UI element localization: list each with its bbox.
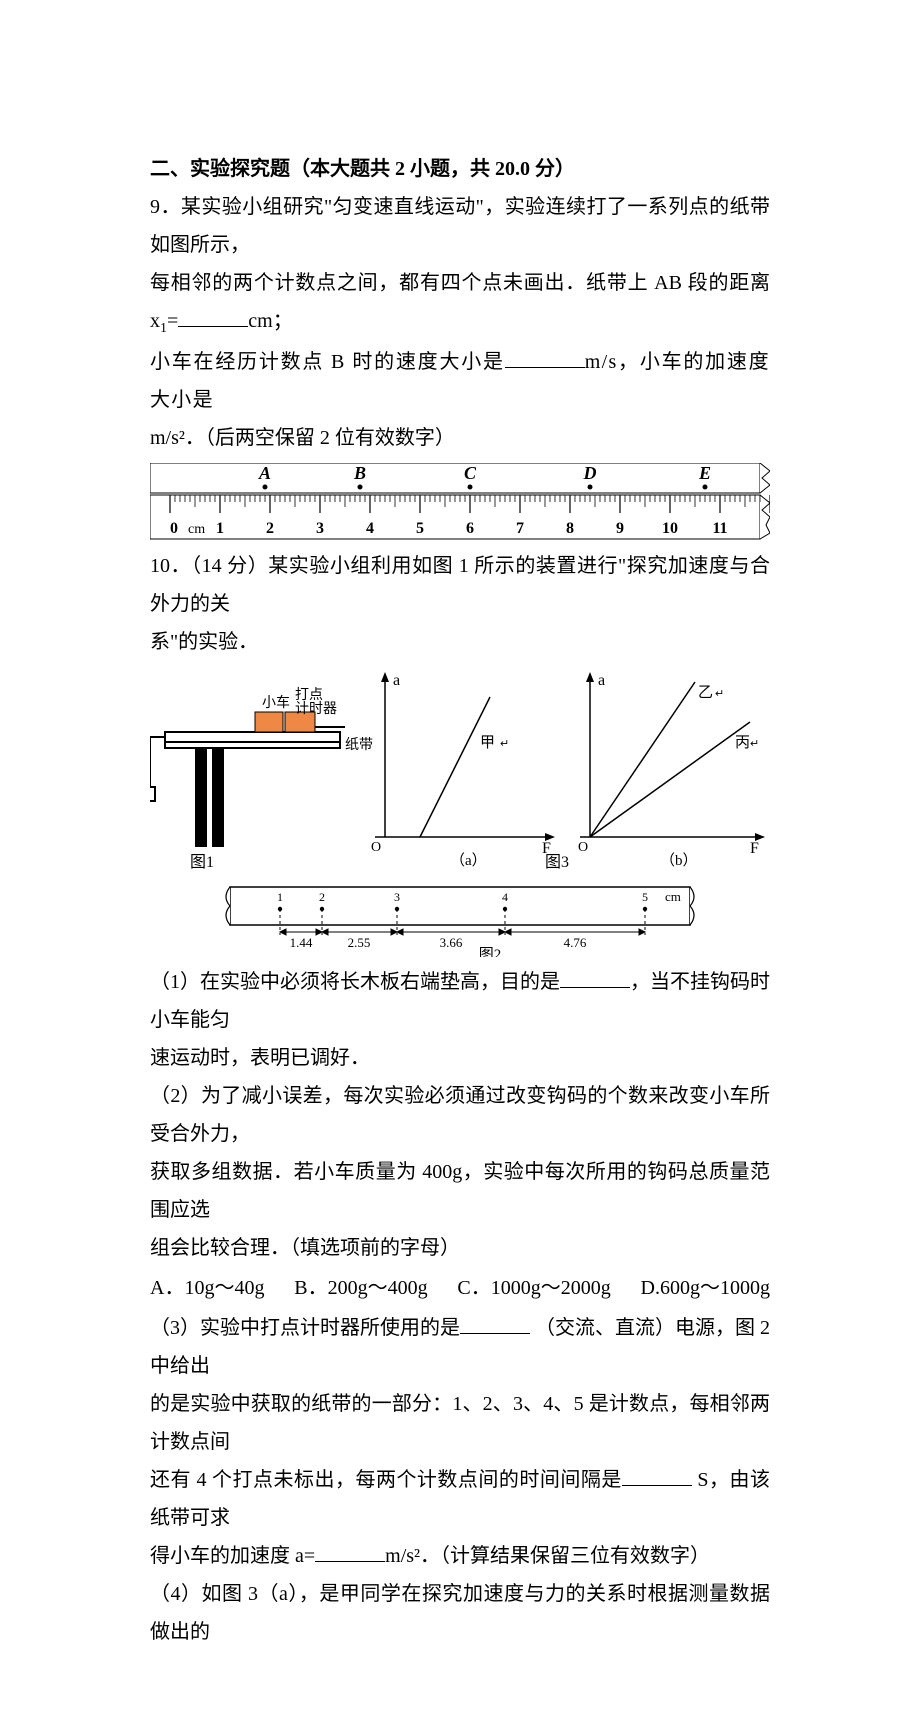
q10-p3-l4: 得小车的加速度 a= m/s²．（计算结果保留三位有效数字） <box>150 1537 770 1575</box>
section-title: 二、实验探究题（本大题共 2 小题，共 20.0 分） <box>150 150 770 188</box>
svg-text:a: a <box>393 672 400 689</box>
q9-line-3: 小车在经历计数点 B 时的速度大小是m/s，小车的加速度大小是 <box>150 343 770 419</box>
q10-p1a: （1）在实验中必须将长木板右端垫高，目的是 <box>150 971 560 993</box>
svg-text:A: A <box>258 463 271 483</box>
q10-p2a: （2）为了减小误差，每次实验必须通过改变钩码的个数来改变小车所受合外力， <box>150 1077 770 1153</box>
q10-p3a: （3）实验中打点计时器所使用的是 <box>150 1317 460 1339</box>
svg-text:10: 10 <box>662 520 678 537</box>
svg-text:图2: 图2 <box>479 946 502 957</box>
q9-unit: cm； <box>248 310 292 332</box>
svg-text:5: 5 <box>416 520 424 537</box>
svg-text:E: E <box>698 463 711 483</box>
fig2-group: cm 1 2 3 4 5 <box>226 887 694 957</box>
q9-number: 9． <box>150 196 181 218</box>
q10-number: 10． <box>150 555 191 577</box>
question-9: 9．某实验小组研究"匀变速直线运动"，实验连续打了一系列点的纸带如图所示， <box>150 188 770 264</box>
q10-p2c: 组会比较合理．（填选项前的字母） <box>150 1229 770 1267</box>
blank-power <box>460 1313 530 1334</box>
q9-eq: = <box>167 310 178 332</box>
svg-text:（a）: （a） <box>450 852 487 869</box>
svg-text:乙: 乙 <box>698 685 713 701</box>
svg-text:1.44: 1.44 <box>290 935 313 950</box>
opt-D: D.600g～1000g <box>641 1269 770 1307</box>
figures-svg: 小车 打点 计时器 纸带 图1 a O F 甲 ↵ （a） 图3 <box>150 667 770 957</box>
svg-text:甲: 甲 <box>480 735 495 751</box>
svg-text:纸带: 纸带 <box>345 737 373 753</box>
svg-text:2: 2 <box>319 890 325 904</box>
ruler-svg: A B C D E 0 cm 1 2 3 4 5 6 <box>150 463 770 541</box>
svg-text:2: 2 <box>266 520 274 537</box>
q9-text3a: 小车在经历计数点 B 时的速度大小是 <box>150 351 505 373</box>
svg-text:8: 8 <box>566 520 574 537</box>
svg-text:图3: 图3 <box>545 854 569 871</box>
svg-text:O: O <box>578 840 588 855</box>
svg-text:0: 0 <box>170 520 178 537</box>
opt-B: B．200g～400g <box>294 1269 427 1307</box>
svg-text:6: 6 <box>466 520 474 537</box>
svg-text:5: 5 <box>642 890 648 904</box>
opt-A: A．10g～40g <box>150 1269 264 1307</box>
svg-text:3.66: 3.66 <box>440 935 463 950</box>
blank-vb <box>505 347 585 368</box>
svg-text:丙: 丙 <box>735 735 750 751</box>
svg-text:↵: ↵ <box>750 738 759 750</box>
svg-text:cm: cm <box>188 522 205 537</box>
svg-text:4: 4 <box>502 890 508 904</box>
svg-text:O: O <box>371 840 381 855</box>
svg-text:4.76: 4.76 <box>564 935 587 950</box>
blank-interval <box>622 1465 692 1486</box>
svg-text:↵: ↵ <box>500 738 509 750</box>
svg-text:打点: 打点 <box>295 686 323 703</box>
q10-p1c: 速运动时，表明已调好． <box>150 1039 770 1077</box>
q10-p2b: 获取多组数据．若小车质量为 400g，实验中每次所用的钩码总质量范围应选 <box>150 1153 770 1229</box>
svg-text:↵: ↵ <box>715 688 724 700</box>
svg-text:3: 3 <box>316 520 324 537</box>
svg-text:D: D <box>583 463 597 483</box>
q9-sub: 1 <box>160 321 167 336</box>
svg-text:1: 1 <box>216 520 224 537</box>
q10-p3-l2: 的是实验中获取的纸带的一部分：1、2、3、4、5 是计数点，每相邻两计数点间 <box>150 1385 770 1461</box>
svg-text:（b）: （b） <box>660 852 698 869</box>
svg-text:4: 4 <box>366 520 374 537</box>
fig3b-group: a O F 乙 ↵ 丙 ↵ （b） <box>578 672 765 869</box>
svg-text:2.55: 2.55 <box>348 935 371 950</box>
q10-p3d: 还有 4 个打点未标出，每两个计数点间的时间间隔是 <box>150 1469 622 1491</box>
svg-text:小车: 小车 <box>262 694 290 711</box>
svg-text:B: B <box>353 463 366 483</box>
svg-text:9: 9 <box>616 520 624 537</box>
q9-line-2: 每相邻的两个计数点之间，都有四个点未画出．纸带上 AB 段的距离 x1=cm； <box>150 264 770 343</box>
q10-p3f: 得小车的加速度 a= <box>150 1545 315 1567</box>
svg-text:3: 3 <box>394 890 400 904</box>
q9-line-4: m/s²．（后两空保留 2 位有效数字） <box>150 419 770 457</box>
blank-x1 <box>178 306 248 327</box>
svg-text:F: F <box>750 840 759 857</box>
svg-text:a: a <box>598 672 605 689</box>
question-10: 10．（14 分）某实验小组利用如图 1 所示的装置进行"探究加速度与合外力的关 <box>150 547 770 623</box>
q10-head2: 系"的实验． <box>150 623 770 661</box>
q10-p3-l3: 还有 4 个打点未标出，每两个计数点间的时间间隔是 S，由该纸带可求 <box>150 1461 770 1537</box>
blank-purpose <box>560 967 630 988</box>
ruler-figure: A B C D E 0 cm 1 2 3 4 5 6 <box>150 463 770 541</box>
opt-C: C．1000g～2000g <box>457 1269 610 1307</box>
q9-text4: m/s²．（后两空保留 2 位有效数字） <box>150 427 455 449</box>
svg-text:1: 1 <box>277 890 283 904</box>
svg-text:图1: 图1 <box>190 854 214 871</box>
q9-line1: 某实验小组研究"匀变速直线运动"，实验连续打了一系列点的纸带如图所示， <box>150 196 770 256</box>
svg-text:7: 7 <box>516 520 524 537</box>
q10-p3g: m/s²．（计算结果保留三位有效数字） <box>385 1545 710 1567</box>
q10-p3-l1: （3）实验中打点计时器所使用的是 （交流、直流）电源，图 2 中给出 <box>150 1309 770 1385</box>
svg-text:C: C <box>464 463 477 483</box>
q10-p1: （1）在实验中必须将长木板右端垫高，目的是，当不挂钩码时小车能匀 <box>150 963 770 1039</box>
fig-block: 小车 打点 计时器 纸带 图1 a O F 甲 ↵ （a） 图3 <box>150 667 770 957</box>
svg-text:11: 11 <box>712 520 727 537</box>
svg-text:cm: cm <box>665 889 681 904</box>
blank-accel <box>315 1541 385 1562</box>
document-page: 二、实验探究题（本大题共 2 小题，共 20.0 分） 9．某实验小组研究"匀变… <box>0 0 920 1711</box>
q10-head: （14 分）某实验小组利用如图 1 所示的装置进行"探究加速度与合外力的关 <box>150 555 770 615</box>
q10-options: A．10g～40g B．200g～400g C．1000g～2000g D.60… <box>150 1269 770 1307</box>
fig3a-group: a O F 甲 ↵ （a） <box>371 672 555 869</box>
fig1-group: 小车 打点 计时器 纸带 图1 <box>150 686 373 871</box>
svg-text:计时器: 计时器 <box>295 701 337 717</box>
q10-p4: （4）如图 3（a），是甲同学在探究加速度与力的关系时根据测量数据做出的 <box>150 1575 770 1651</box>
